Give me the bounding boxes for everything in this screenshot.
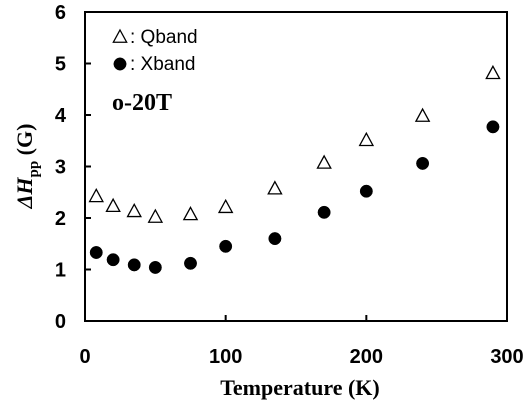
qband-data-point: [414, 107, 431, 122]
legend-label-xband: : Xband: [130, 54, 196, 75]
x-tick-label: 0: [79, 346, 90, 368]
xband-data-point: [416, 156, 430, 170]
y-tick-label: 2: [55, 208, 66, 230]
y-tick-label: 4: [55, 105, 67, 127]
qband-data-point: [105, 197, 121, 213]
x-axis-title: Temperature (K): [220, 375, 379, 400]
qband-data-point: [316, 154, 332, 169]
xband-data-point: [148, 260, 162, 274]
legend-label-qband: : Qband: [130, 27, 198, 48]
y-tick-label: 1: [55, 260, 66, 282]
qband-data-point: [267, 180, 283, 195]
data-series: [88, 64, 501, 274]
x-tick-label: 300: [490, 346, 523, 368]
qband-data-point: [126, 202, 142, 218]
y-tick-label: 3: [55, 157, 66, 179]
legend: : Qband : Xband: [112, 27, 198, 75]
xband-data-point: [268, 232, 282, 246]
xband-data-point: [184, 256, 197, 270]
y-axis-title-unit: (G): [12, 124, 37, 161]
y-axis-title: ΔHpp (G): [12, 124, 42, 210]
xband-data-point: [486, 120, 500, 134]
y-axis-ticks: 0 1 2 3 4 5 6: [55, 2, 91, 333]
xband-data-point: [106, 253, 120, 267]
y-tick-label: 0: [55, 311, 66, 333]
x-tick-label: 100: [209, 346, 242, 368]
legend-marker-qband: [112, 28, 128, 43]
xband-data-point: [359, 184, 373, 198]
qband-data-point: [147, 208, 164, 223]
sample-label-annotation: o-20T: [112, 90, 172, 116]
y-axis-title-subscript: pp: [26, 161, 42, 178]
series-xband: [89, 120, 500, 274]
qband-data-point: [88, 188, 104, 203]
qband-data-point: [182, 206, 199, 221]
xband-data-point: [219, 239, 233, 253]
xband-data-point: [89, 246, 103, 259]
xband-data-point: [317, 205, 331, 219]
series-qband: [88, 64, 501, 223]
qband-data-point: [217, 198, 234, 214]
y-axis-title-main: ΔH: [12, 177, 37, 210]
x-tick-label: 200: [350, 346, 383, 368]
qband-data-point: [485, 64, 501, 80]
qband-data-point: [358, 131, 375, 147]
x-axis-ticks: 0 100 200 300: [79, 315, 524, 368]
xband-data-point: [127, 258, 141, 272]
legend-marker-xband: [113, 57, 127, 71]
y-tick-label: 6: [55, 2, 66, 24]
y-tick-label: 5: [55, 54, 66, 76]
